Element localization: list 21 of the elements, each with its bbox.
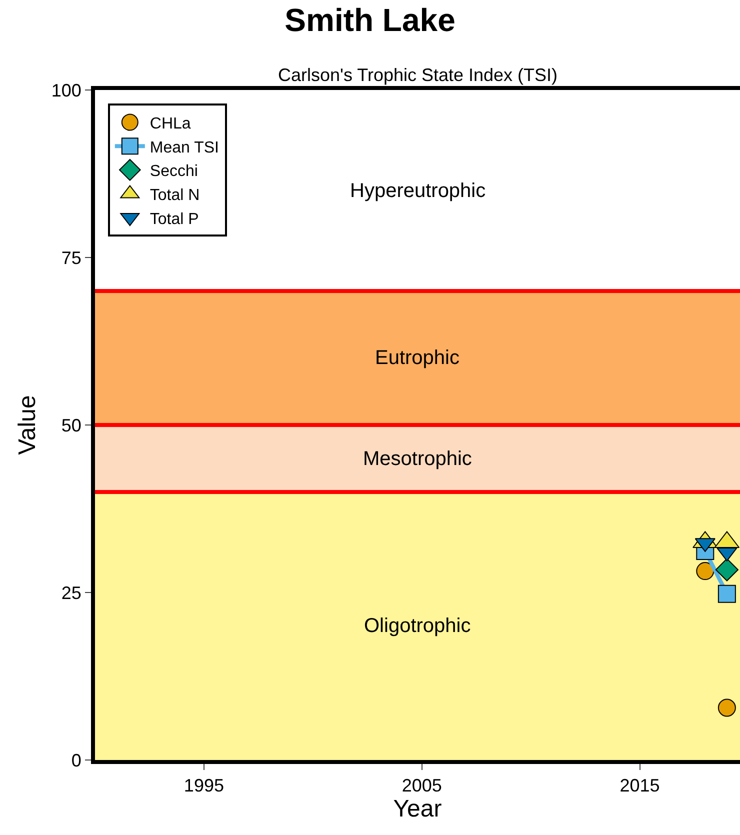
annotation: Hypereutrophic — [350, 180, 486, 202]
x-tick-label: 2005 — [402, 776, 442, 796]
x-axis-title: Year — [393, 796, 442, 823]
band-label: Eutrophic — [375, 347, 460, 369]
band-label: Oligotrophic — [364, 615, 471, 637]
x-tick-label: 1995 — [184, 776, 224, 796]
y-axis-title: Value — [14, 395, 41, 455]
legend-label: Mean TSI — [150, 139, 219, 156]
legend-label: Total N — [150, 186, 200, 204]
y-tick-label: 0 — [71, 750, 82, 770]
chart-title: Smith Lake — [284, 2, 456, 38]
legend-label: Secchi — [150, 163, 198, 180]
y-tick-label: 25 — [61, 582, 82, 603]
x-tick-label: 2015 — [620, 776, 660, 796]
legend-label: Total P — [150, 210, 199, 228]
chart-subtitle: Carlson's Trophic State Index (TSI) — [278, 65, 558, 85]
y-tick-label: 75 — [61, 248, 82, 268]
y-tick-label: 100 — [51, 80, 82, 100]
band-label: Mesotrophic — [363, 448, 472, 470]
y-tick-label: 50 — [61, 415, 82, 436]
legend-label: CHLa — [150, 116, 191, 133]
